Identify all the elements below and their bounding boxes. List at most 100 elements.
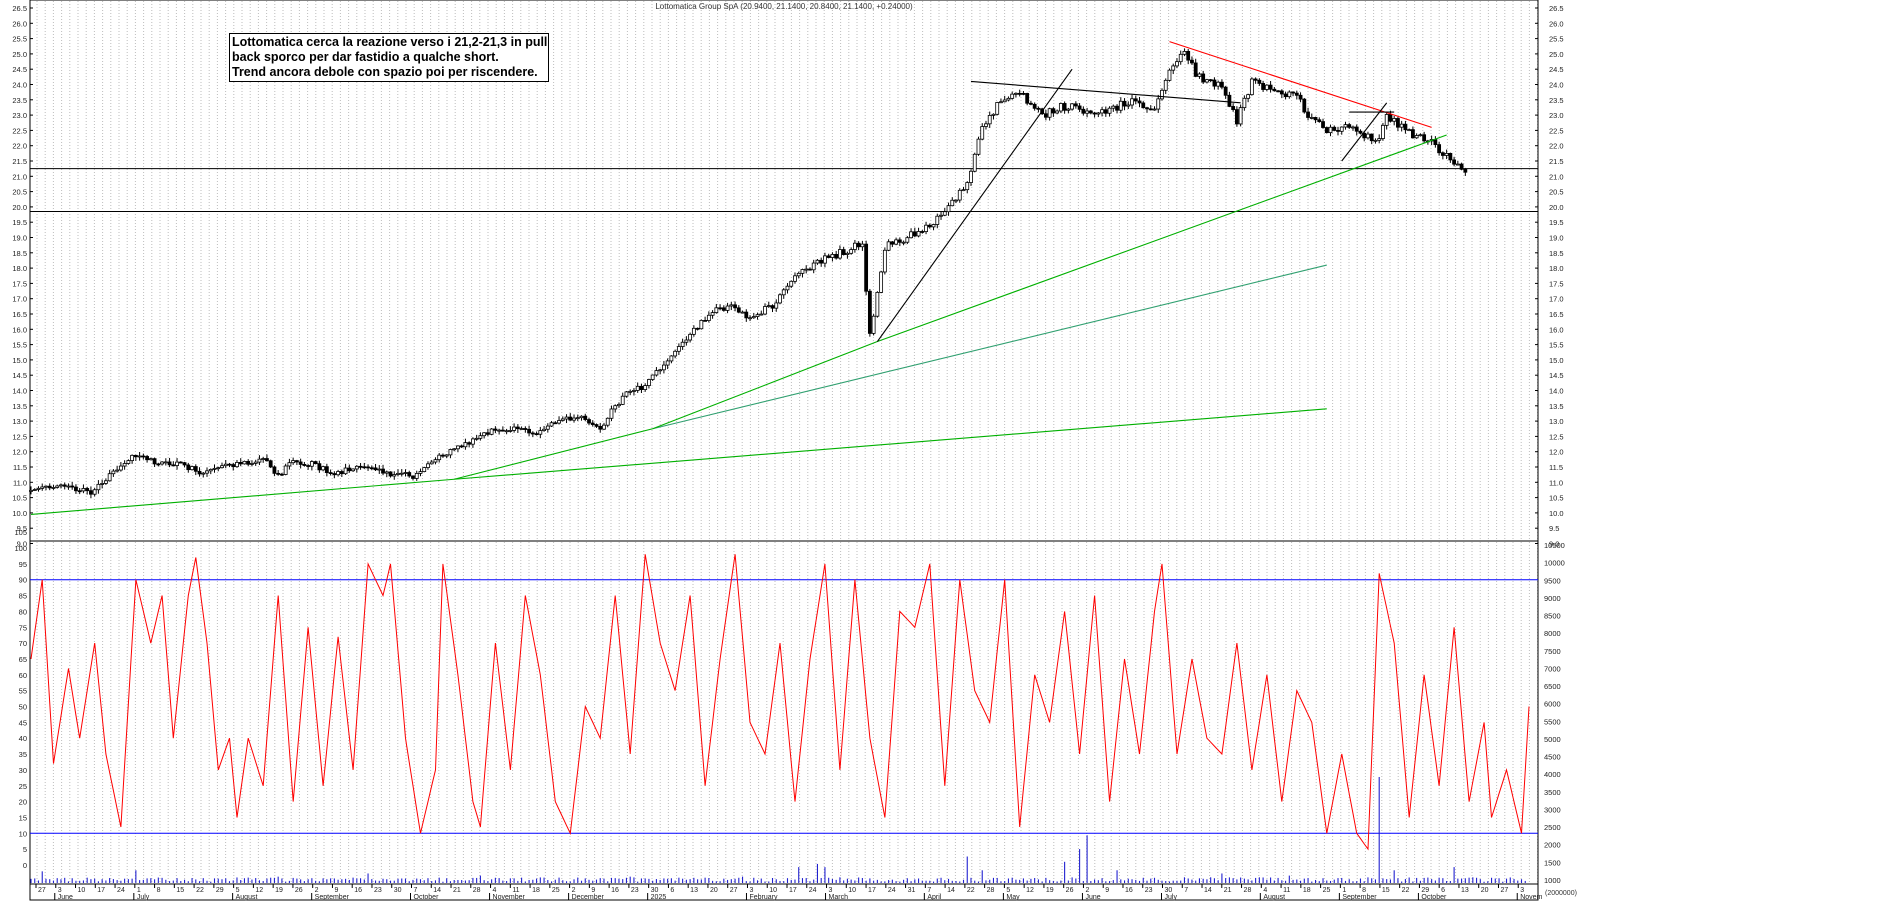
date-tick-label: 26	[295, 887, 303, 894]
candle-body	[291, 460, 296, 464]
candle-body	[1392, 118, 1397, 122]
candle-body	[1077, 105, 1082, 110]
candle-body	[635, 385, 640, 391]
candle-body	[276, 472, 281, 475]
candle-body	[665, 360, 670, 366]
price-tick-label-left: 17.5	[12, 279, 27, 288]
candle-body	[351, 468, 355, 472]
candle-body	[721, 307, 726, 311]
price-tick-label-right: 12.5	[1549, 432, 1564, 441]
price-tick-label-left: 12.0	[12, 448, 27, 457]
price-tick-label-left: 17.0	[12, 295, 27, 304]
date-tick-label: 30	[651, 887, 659, 894]
candle-body	[867, 290, 872, 334]
candle-body	[609, 408, 614, 419]
candle-body	[354, 465, 359, 470]
candle-body	[1414, 135, 1419, 139]
candle-body	[774, 302, 779, 309]
candle-body	[96, 483, 101, 491]
month-label: August	[1263, 894, 1285, 901]
candle-body	[1212, 79, 1217, 87]
candle-body	[523, 428, 528, 430]
candle-body	[1002, 99, 1007, 103]
price-tick-label-right: 15.0	[1549, 356, 1564, 365]
candle-body	[954, 199, 958, 202]
candle-body	[163, 461, 168, 464]
candle-body	[253, 461, 258, 464]
candle-body	[362, 466, 367, 469]
candle-body	[639, 385, 644, 390]
candle-body	[59, 484, 63, 487]
candle-body	[1178, 53, 1183, 63]
candle-body	[542, 428, 546, 431]
month-label: September	[1342, 894, 1377, 901]
price-tick-label-right: 21.5	[1549, 157, 1564, 166]
price-tick-label-left: 12.5	[12, 432, 27, 441]
price-tick-label-right: 25.0	[1549, 50, 1564, 59]
price-tick-label-left: 13.5	[12, 402, 27, 411]
candle-body	[1279, 90, 1284, 95]
date-tick-label: 31	[908, 887, 916, 894]
price-tick-label-left: 25.0	[12, 50, 27, 59]
price-tick-label-left: 16.5	[12, 310, 27, 319]
oscillator-tick-label: 80	[19, 607, 27, 616]
candle-body	[669, 355, 674, 362]
candle-body	[197, 470, 202, 475]
price-tick-label-left: 19.0	[12, 234, 27, 243]
candle-body	[1156, 98, 1161, 110]
price-tick-label-left: 14.0	[12, 387, 27, 396]
candle-body	[748, 317, 752, 320]
volume-tick-label: 2500	[1544, 823, 1561, 832]
oscillator-tick-label: 40	[19, 734, 27, 743]
candle-body	[384, 471, 389, 474]
candle-body	[261, 458, 266, 460]
candle-body	[1111, 105, 1116, 109]
month-label: October	[414, 894, 440, 901]
candle-body	[74, 486, 78, 492]
candle-body	[441, 454, 445, 457]
date-tick-label: 4	[1263, 887, 1267, 894]
price-tick-label-left: 9.5	[17, 524, 27, 533]
date-tick-label: 8	[1362, 887, 1366, 894]
candle-body	[268, 460, 273, 468]
candle-body	[515, 426, 520, 430]
volume-tick-label: 5000	[1544, 735, 1561, 744]
candle-body	[886, 241, 891, 251]
candle-body	[1145, 107, 1149, 110]
candle-body	[751, 316, 756, 319]
candle-body	[946, 205, 951, 213]
candle-body	[257, 458, 262, 463]
candle-body	[1399, 123, 1404, 128]
candle-body	[1358, 130, 1363, 134]
date-tick-label: 30	[1165, 887, 1173, 894]
candle-body	[193, 466, 198, 472]
price-tick-label-left: 24.0	[12, 81, 27, 90]
candle-body	[182, 462, 187, 466]
candle-body	[1238, 107, 1243, 125]
candle-body	[572, 417, 576, 421]
candle-body	[508, 430, 513, 432]
candle-body	[478, 435, 483, 439]
candle-body	[433, 459, 438, 463]
candle-body	[710, 312, 715, 316]
candle-body	[965, 182, 970, 191]
month-label: March	[829, 894, 849, 901]
price-tick-label-right: 23.5	[1549, 96, 1564, 105]
candle-body	[849, 249, 854, 254]
trend-line	[652, 264, 1327, 430]
candle-body	[845, 252, 850, 255]
price-tick-label-left: 18.0	[12, 264, 27, 273]
price-tick-label-right: 14.0	[1549, 387, 1564, 396]
candle-body	[647, 379, 651, 386]
price-tick-label-left: 19.5	[12, 218, 27, 227]
candle-body	[643, 385, 648, 390]
candle-body	[328, 472, 333, 474]
candle-body	[1021, 92, 1026, 95]
candle-body	[497, 429, 502, 432]
candle-body	[178, 461, 183, 464]
candle-body	[557, 420, 561, 424]
candle-body	[205, 470, 209, 474]
candle-body	[939, 214, 943, 217]
price-tick-label-right: 15.5	[1549, 341, 1564, 350]
price-tick-label-right: 18.0	[1549, 264, 1564, 273]
